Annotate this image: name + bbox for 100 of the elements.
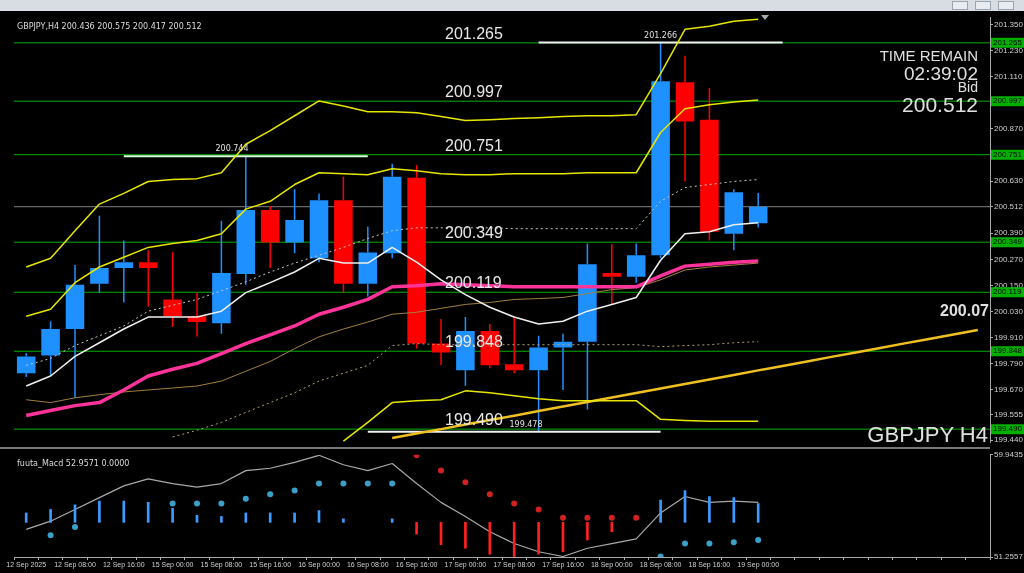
bar — [586, 522, 589, 541]
bar — [293, 512, 296, 523]
candlestick — [724, 188, 744, 251]
bar — [98, 500, 101, 523]
annotation: TIME REMAIN — [879, 47, 978, 65]
annotation: GBPJPY H4 — [867, 422, 988, 448]
point — [242, 495, 249, 502]
point — [682, 540, 688, 547]
ref-line-label: 200.751 — [445, 136, 503, 154]
y-tick-label: 200.390 — [994, 228, 1024, 238]
point — [364, 480, 371, 487]
bar — [220, 516, 223, 523]
candlestick — [90, 215, 109, 294]
point — [706, 540, 713, 547]
candlestick — [334, 175, 353, 294]
point — [316, 480, 322, 487]
y-tick-label: 199.440 — [994, 435, 1024, 445]
bar — [146, 502, 150, 523]
point — [413, 454, 420, 459]
text: GBPJPY,H4 200.436 200.575 200.417 200.512 — [17, 21, 202, 31]
y-tick-label: 200.030 — [994, 306, 1024, 316]
point — [511, 500, 518, 507]
candlestick — [700, 87, 719, 242]
point — [584, 514, 591, 521]
candlestick — [16, 352, 36, 378]
candlestick — [236, 155, 256, 286]
y-tick-label: 200.630 — [994, 176, 1024, 186]
y-tick-label: 201.350 — [994, 19, 1024, 29]
y-tick-label: 199.910 — [994, 332, 1024, 342]
point — [169, 500, 176, 507]
candlestick — [41, 320, 60, 377]
candlestick — [553, 333, 573, 391]
point — [340, 480, 347, 487]
candlestick — [285, 188, 304, 255]
y-tick-label: 201.230 — [994, 45, 1024, 55]
text: fuuta_Macd 52.9571 0.0000 — [17, 458, 130, 468]
bar — [512, 522, 516, 557]
bar — [464, 522, 467, 549]
bar — [415, 522, 418, 535]
point — [462, 479, 469, 486]
point — [608, 514, 615, 521]
candlestick — [675, 54, 695, 183]
text: 200.119 — [993, 287, 1022, 297]
point — [755, 537, 762, 544]
point — [535, 506, 542, 513]
ref-line-label: 200.349 — [445, 224, 503, 242]
point — [72, 524, 78, 531]
point — [267, 491, 274, 498]
bar — [342, 518, 345, 523]
bar — [24, 512, 28, 523]
y-tick-label: 200.270 — [994, 254, 1024, 264]
y-tick-label: 199.555 — [994, 410, 1024, 420]
candlestick — [260, 205, 280, 269]
bar — [122, 500, 126, 523]
candlestick — [578, 242, 597, 411]
bar — [244, 512, 248, 523]
candlestick — [504, 316, 524, 374]
point — [47, 532, 54, 539]
bar — [49, 509, 52, 523]
candlestick — [114, 239, 134, 304]
y-tick-label: 200.512 — [994, 201, 1024, 211]
bar — [756, 503, 760, 523]
ref-line-label: 200.997 — [445, 83, 503, 101]
text: 201.265 — [993, 38, 1022, 48]
point — [218, 500, 225, 507]
point — [486, 491, 493, 498]
y-tick-label: 199.670 — [994, 385, 1024, 395]
point — [730, 539, 737, 546]
candlestick — [382, 163, 402, 260]
point — [291, 487, 298, 494]
ref-line-label: 201.265 — [445, 24, 503, 42]
text: 200.997 — [993, 96, 1022, 106]
y-tick-label: 199.790 — [994, 359, 1024, 369]
bar — [708, 496, 711, 523]
bar — [390, 518, 394, 523]
bar — [537, 522, 540, 555]
candlestick — [748, 192, 768, 229]
bar — [732, 497, 736, 523]
point — [438, 467, 444, 474]
candlestick — [65, 264, 85, 399]
bar — [268, 512, 272, 523]
candlestick — [651, 41, 670, 260]
ref-line-label: 199.848 — [445, 333, 503, 351]
bar — [610, 522, 614, 533]
candlestick — [358, 225, 378, 298]
y-tick-label: 59.9435 — [994, 450, 1024, 459]
annotation: 201.266 — [644, 30, 678, 40]
bar — [488, 522, 492, 555]
candlestick — [212, 220, 231, 335]
point — [560, 514, 566, 521]
y-tick-label: 201.110 — [994, 71, 1023, 81]
text: 200.751 — [993, 149, 1022, 159]
point — [194, 500, 200, 507]
candlestick — [138, 249, 158, 308]
text: 200.349 — [993, 237, 1022, 247]
point — [633, 514, 640, 521]
candlestick — [626, 242, 646, 284]
annotation: 200.512 — [902, 92, 978, 116]
y-tick-label: 200.870 — [994, 124, 1024, 133]
annotation: 200.07 — [940, 302, 990, 320]
